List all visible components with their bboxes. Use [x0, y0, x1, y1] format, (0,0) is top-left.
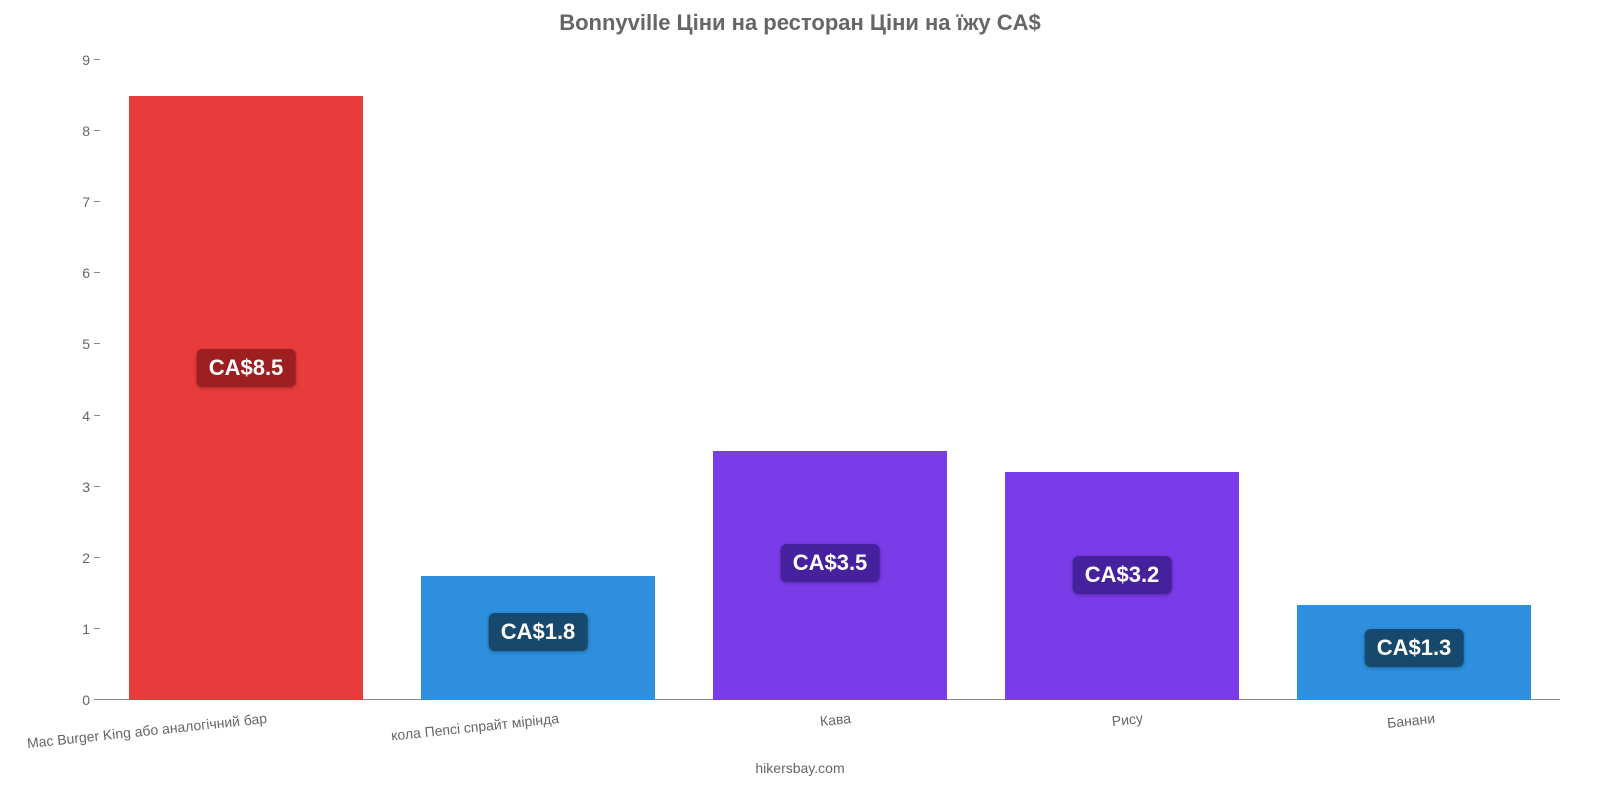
y-tick-mark [94, 628, 100, 629]
y-tick-label: 5 [50, 336, 90, 352]
y-tick-label: 1 [50, 621, 90, 637]
bar [129, 96, 363, 700]
chart-container: Bonnyville Ціни на ресторан Ціни на їжу … [0, 0, 1600, 800]
y-tick-label: 0 [50, 692, 90, 708]
x-tick-label: Банани [1386, 710, 1435, 731]
bar-value-badge: CA$1.3 [1365, 629, 1464, 667]
x-tick-label: Рису [1111, 710, 1144, 729]
y-tick-label: 2 [50, 550, 90, 566]
x-tick-label: Кава [819, 710, 852, 729]
y-tick-mark [94, 486, 100, 487]
plot-area: 0123456789CA$8.5CA$1.8CA$3.5CA$3.2CA$1.3 [100, 60, 1560, 700]
y-tick-label: 9 [50, 52, 90, 68]
bar-value-badge: CA$3.2 [1073, 556, 1172, 594]
bar-value-badge: CA$3.5 [781, 544, 880, 582]
y-tick-label: 3 [50, 479, 90, 495]
y-tick-label: 4 [50, 408, 90, 424]
y-tick-mark [94, 415, 100, 416]
chart-title: Bonnyville Ціни на ресторан Ціни на їжу … [0, 0, 1600, 36]
x-tick-label: Mac Burger King або аналогічний бар [26, 710, 267, 751]
x-axis-labels: Mac Burger King або аналогічний баркола … [100, 700, 1560, 760]
y-tick-mark [94, 343, 100, 344]
bar-value-badge: CA$8.5 [197, 349, 296, 387]
x-tick-label: кола Пепсі спрайт мірінда [390, 710, 559, 744]
y-tick-mark [94, 201, 100, 202]
chart-source: hikersbay.com [0, 760, 1600, 776]
bar-value-badge: CA$1.8 [489, 613, 588, 651]
y-tick-label: 7 [50, 194, 90, 210]
y-tick-label: 8 [50, 123, 90, 139]
y-tick-mark [94, 59, 100, 60]
y-tick-mark [94, 272, 100, 273]
y-tick-mark [94, 130, 100, 131]
y-tick-label: 6 [50, 265, 90, 281]
y-tick-mark [94, 557, 100, 558]
